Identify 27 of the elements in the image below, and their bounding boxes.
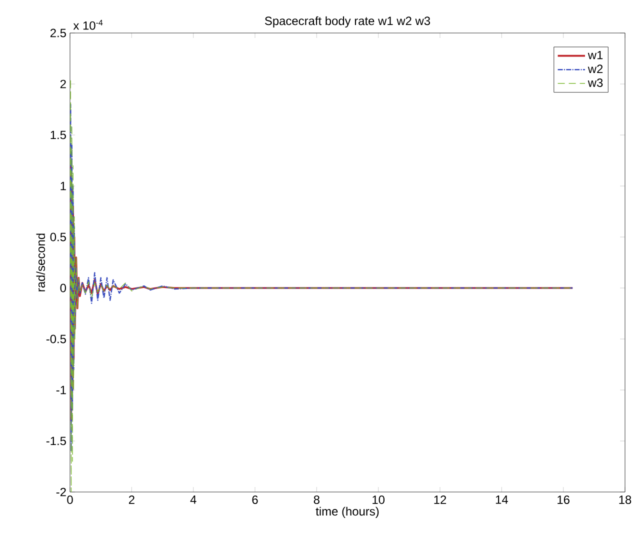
x-tick-label: 2 <box>128 496 134 504</box>
legend-label: w1 <box>588 50 603 60</box>
legend-label: w2 <box>588 64 603 73</box>
y-tick-label: 2 <box>60 80 66 88</box>
y-tick-label: -1 <box>56 386 66 394</box>
x-tick-label: 18 <box>619 496 632 504</box>
x-tick-label: 16 <box>558 496 570 504</box>
text: x 10$^{-4}$ <box>73 20 103 30</box>
x-tick-label: 0 <box>67 496 73 504</box>
x-tick-label: 6 <box>252 496 258 504</box>
y-tick-label: 0 <box>60 284 66 292</box>
x-tick-label: 4 <box>190 496 196 504</box>
x-tick-label: 14 <box>496 496 508 504</box>
x-tick-label: 12 <box>434 496 446 504</box>
y-tick-label: 1 <box>60 182 66 190</box>
y-tick-label: 0.5 <box>50 232 66 242</box>
chart-title: Spacecraft body rate w1 w2 w3 <box>264 16 430 28</box>
y-tick-label: -0.5 <box>46 334 66 344</box>
y-axis-title: rad/second <box>36 234 46 292</box>
y-tick-label: 1.5 <box>50 130 66 140</box>
x-tick-label: 10 <box>372 496 385 504</box>
x-axis-title: time (hours) <box>316 506 379 518</box>
y-tick-label: -2 <box>56 488 66 496</box>
y-tick-label: -1.5 <box>46 436 66 446</box>
y-tick-label: 2.5 <box>50 28 66 38</box>
x-tick-label: 8 <box>314 496 320 504</box>
legend-label: w3 <box>588 78 603 87</box>
